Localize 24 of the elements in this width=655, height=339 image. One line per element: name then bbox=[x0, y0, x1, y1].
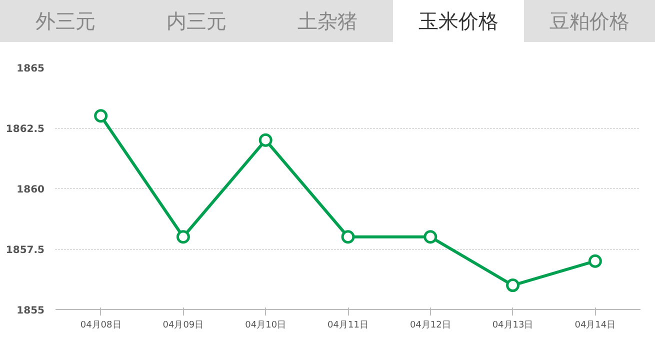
x-tick-label: 04月10日 bbox=[245, 320, 286, 330]
y-tick-label: 1860 bbox=[16, 184, 45, 196]
point bbox=[176, 230, 190, 244]
point bbox=[424, 230, 438, 244]
text: 玉米价格 bbox=[393, 0, 524, 42]
text: 豆粕价格 bbox=[524, 0, 655, 42]
text: 外三元 bbox=[0, 0, 131, 42]
x-tick-label: 04月11日 bbox=[328, 320, 368, 330]
x-tick-label: 04月14日 bbox=[574, 320, 616, 330]
point bbox=[341, 230, 355, 244]
y-tick-label: 1865 bbox=[16, 64, 45, 74]
text: 土杂猪 bbox=[262, 0, 393, 42]
point bbox=[588, 254, 602, 268]
point bbox=[258, 133, 272, 147]
x-tick-label: 04月09日 bbox=[162, 320, 204, 330]
x-tick-label: 04月13日 bbox=[492, 320, 534, 330]
y-tick-label: 1857.5 bbox=[6, 245, 45, 256]
x-tick-label: 04月08日 bbox=[80, 320, 122, 330]
x-tick-label: 04月12日 bbox=[410, 320, 451, 330]
point bbox=[94, 109, 108, 123]
text: 内三元 bbox=[131, 0, 262, 42]
y-tick-label: 1855 bbox=[16, 306, 45, 316]
point bbox=[506, 278, 520, 292]
y-tick-label: 1862.5 bbox=[6, 124, 45, 135]
